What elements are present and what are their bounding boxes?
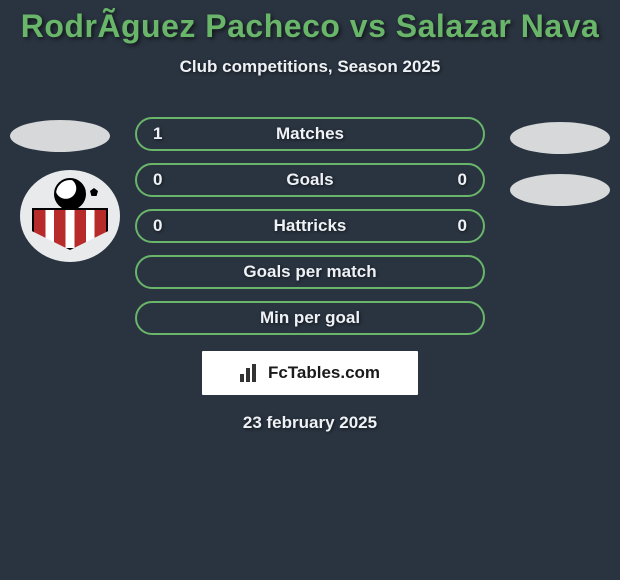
stat-left-value: 0 [153,216,193,236]
brand-logo[interactable]: FcTables.com [202,351,418,395]
comparison-title: RodrÃ­guez Pacheco vs Salazar Nava [21,8,600,45]
stat-left-value: 0 [153,170,193,190]
stat-label: Hattricks [193,216,427,236]
stat-left-value: 1 [153,124,193,144]
stat-row-hattricks: 0 Hattricks 0 [135,209,485,243]
stat-row-matches: 1 Matches [135,117,485,151]
stat-label: Matches [193,124,427,144]
club-badge-left [20,170,120,262]
player-left-avatar-placeholder [10,120,110,152]
player-right-avatar-placeholder [510,122,610,154]
bar-chart-icon [240,364,262,382]
stat-right-value: 0 [427,216,467,236]
stat-row-min-per-goal: Min per goal [135,301,485,335]
stat-row-goals: 0 Goals 0 [135,163,485,197]
stat-right-value: 0 [427,170,467,190]
stat-row-goals-per-match: Goals per match [135,255,485,289]
stat-label: Min per goal [193,308,427,328]
stats-list: 1 Matches 0 Goals 0 0 Hattricks 0 Goals … [135,117,485,335]
soccer-ball-icon [54,178,86,210]
stat-label: Goals per match [193,262,427,282]
brand-logo-text: FcTables.com [268,363,380,383]
comparison-subtitle: Club competitions, Season 2025 [180,57,441,77]
footer-date: 23 february 2025 [243,413,377,433]
stat-label: Goals [193,170,427,190]
club-shield-icon [32,208,108,250]
club-badge-right-placeholder [510,174,610,206]
